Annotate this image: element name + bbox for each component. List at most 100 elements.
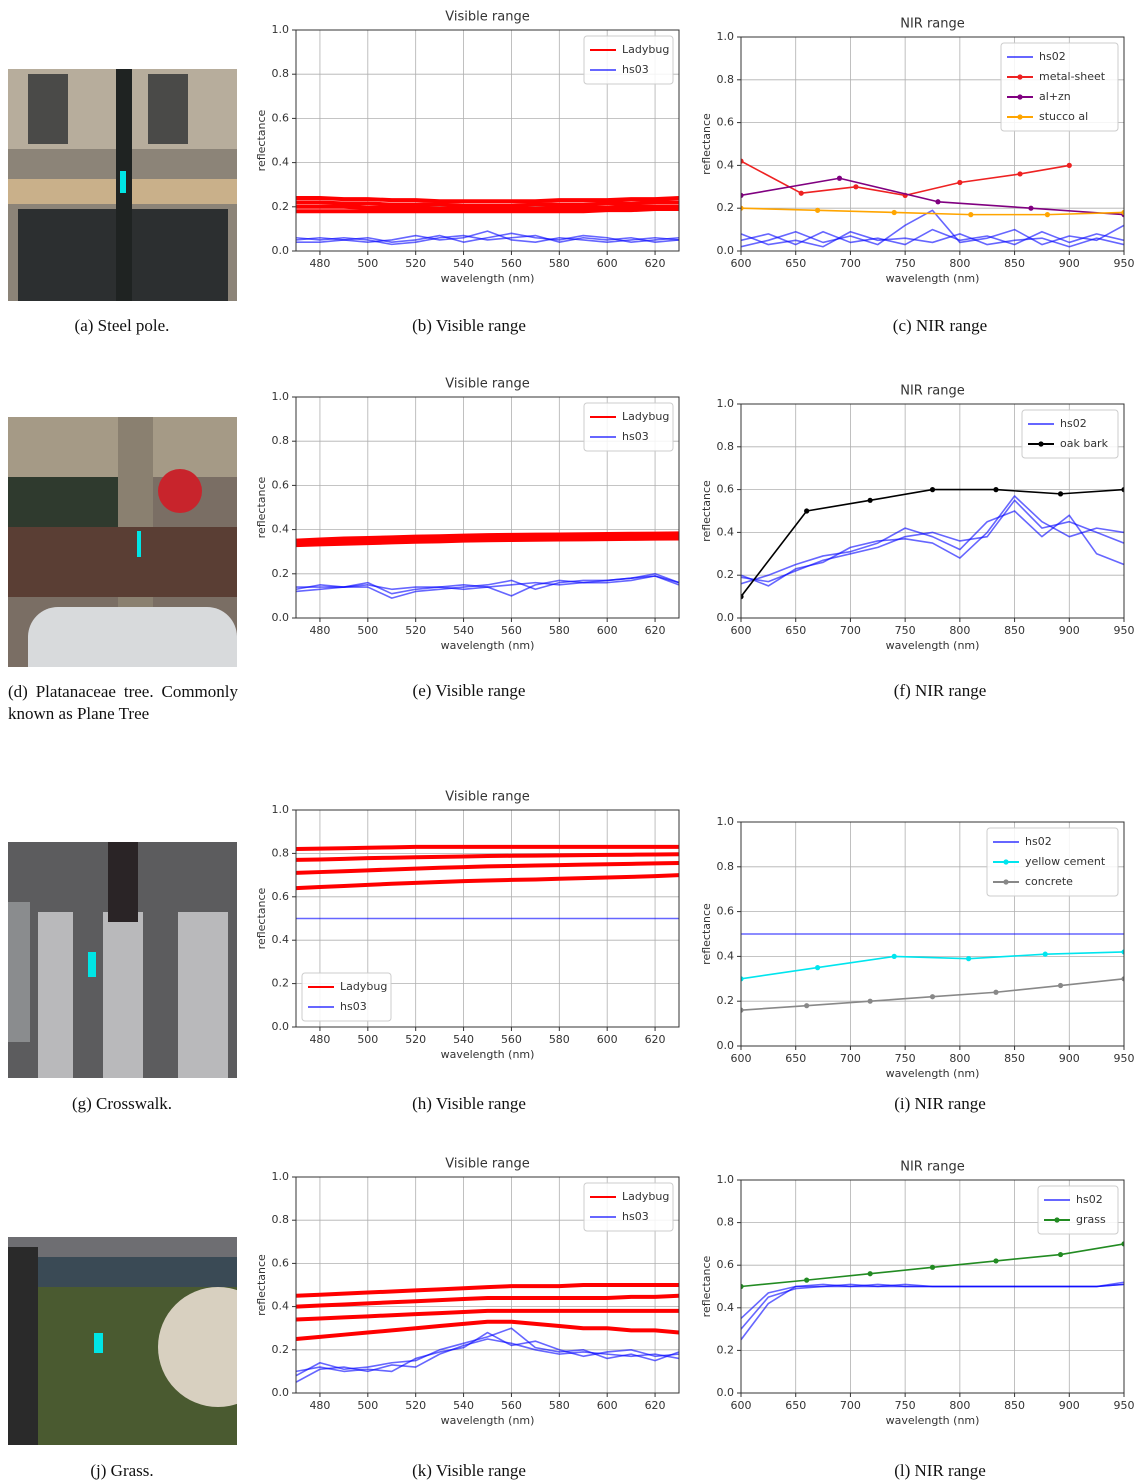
legend-label: Ladybug: [622, 1190, 669, 1203]
caption: (d) Platanaceae tree. Commonly known as …: [8, 682, 238, 723]
legend-box: [583, 1182, 674, 1232]
x-tick-label: 600: [731, 1399, 752, 1412]
x-tick-label: 620: [645, 257, 666, 270]
y-tick-label: 0.0: [717, 1039, 735, 1052]
x-tick-label: 620: [645, 624, 666, 637]
chart: 0.0 0.2 0.4 0.6 0.8 1.0 600 650 700 750 800 850 900 9…: [700, 815, 1135, 1080]
x-tick-label: 800: [949, 1052, 970, 1065]
y-tick-label: 1.0: [272, 803, 290, 816]
data-point: [741, 976, 744, 982]
chart-title: NIR range: [900, 1160, 965, 1175]
y-tick-label: 0.4: [272, 156, 290, 169]
x-tick-label: 850: [1004, 624, 1025, 637]
legend-marker: [1017, 114, 1023, 120]
x-tick-label: 520: [405, 1399, 426, 1412]
x-axis-label: wavelength (nm): [441, 1048, 535, 1061]
data-point: [804, 1277, 810, 1283]
data-line: [296, 531, 679, 543]
y-tick-label: 0.8: [717, 860, 735, 873]
x-tick-label: 560: [501, 1033, 522, 1046]
y-tick-label: 0.0: [717, 611, 735, 624]
y-tick-label: 0.6: [717, 483, 735, 496]
plot: [741, 933, 1124, 1013]
data-point: [867, 998, 873, 1004]
chart: 0.0 0.2 0.4 0.6 0.8 1.0 480 500 520 540 560 580 600 6…: [255, 10, 680, 285]
x-tick-label: 620: [645, 1399, 666, 1412]
legend-marker: [1054, 1217, 1060, 1223]
y-tick-label: 0.4: [717, 158, 735, 171]
x-tick-label: 950: [1114, 1399, 1135, 1412]
x-tick-label: 600: [731, 257, 752, 270]
data-line: [296, 534, 679, 545]
chart: 0.0 0.2 0.4 0.6 0.8 1.0 480 500 520 540 560 580 600 6…: [255, 377, 680, 652]
y-tick-label: 0.6: [717, 1258, 735, 1271]
data-point: [1121, 209, 1124, 216]
caption: (e) Visible range: [412, 681, 526, 700]
legend-label: hs02: [1039, 50, 1066, 63]
data-line: [741, 499, 1124, 583]
y-tick-label: 1.0: [717, 815, 735, 828]
data-point: [1042, 951, 1048, 957]
data-point: [815, 207, 821, 213]
x-tick-label: 580: [549, 1399, 570, 1412]
data-line: [296, 1308, 679, 1322]
y-tick-label: 0.6: [717, 905, 735, 918]
data-point: [1028, 205, 1034, 211]
legend-box: [1021, 409, 1119, 459]
plot-frame: [295, 1176, 680, 1394]
x-tick-label: 580: [549, 624, 570, 637]
x-tick-label: 950: [1114, 624, 1135, 637]
x-tick-label: 900: [1059, 624, 1080, 637]
data-line: [296, 200, 679, 208]
y-tick-label: 0.6: [272, 890, 290, 903]
data-point: [966, 956, 972, 962]
y-axis-label: reflectance: [255, 887, 268, 949]
x-tick-label: 520: [405, 257, 426, 270]
photo-plane-tree: [8, 417, 237, 667]
y-axis-label: reflectance: [700, 113, 713, 175]
legend-label: metal-sheet: [1039, 70, 1106, 83]
chart-title: Visible range: [445, 1157, 529, 1172]
x-axis-label: wavelength (nm): [886, 272, 980, 285]
x-tick-label: 850: [1004, 1052, 1025, 1065]
plot-frame: [740, 36, 1125, 252]
y-tick-label: 0.2: [272, 977, 290, 990]
x-tick-label: 750: [895, 1399, 916, 1412]
data-point: [867, 497, 873, 503]
y-tick-label: 0.6: [717, 116, 735, 129]
data-line: [296, 195, 679, 204]
x-tick-label: 900: [1059, 257, 1080, 270]
data-line: [296, 536, 679, 548]
y-axis-label: reflectance: [700, 903, 713, 965]
x-tick-label: 650: [785, 1052, 806, 1065]
plot-frame: [740, 403, 1125, 619]
x-tick-label: 480: [309, 1033, 330, 1046]
data-point: [993, 1258, 999, 1264]
caption: (k) Visible range: [412, 1461, 526, 1480]
data-line: [741, 1283, 1124, 1330]
chart: 0.0 0.2 0.4 0.6 0.8 1.0 480 500 520 540 560 580 600 6…: [255, 1157, 680, 1427]
y-tick-label: 0.2: [717, 568, 735, 581]
data-line: [296, 844, 679, 852]
data-line: [296, 1331, 679, 1373]
legend-marker: [1003, 859, 1009, 865]
x-tick-label: 480: [309, 624, 330, 637]
x-axis-label: wavelength (nm): [441, 1414, 535, 1427]
chart: 0.0 0.2 0.4 0.6 0.8 1.0 600 650 700 750 800 850 900 9…: [700, 1160, 1135, 1428]
x-tick-label: 600: [597, 624, 618, 637]
plot: [296, 844, 679, 920]
caption: (g) Crosswalk.: [71, 1094, 173, 1113]
x-tick-label: 900: [1059, 1399, 1080, 1412]
x-tick-label: 950: [1114, 1052, 1135, 1065]
y-tick-label: 0.6: [272, 111, 290, 124]
plot: [741, 487, 1124, 600]
plot: [741, 158, 1124, 248]
y-tick-label: 0.2: [717, 201, 735, 214]
data-point: [1121, 976, 1124, 982]
legend-label: stucco al: [1039, 110, 1088, 123]
y-axis-label: reflectance: [255, 109, 268, 171]
y-tick-label: 0.4: [717, 1301, 735, 1314]
chart-title: Visible range: [445, 377, 529, 392]
y-tick-label: 0.8: [272, 67, 290, 80]
data-line: [296, 575, 679, 597]
